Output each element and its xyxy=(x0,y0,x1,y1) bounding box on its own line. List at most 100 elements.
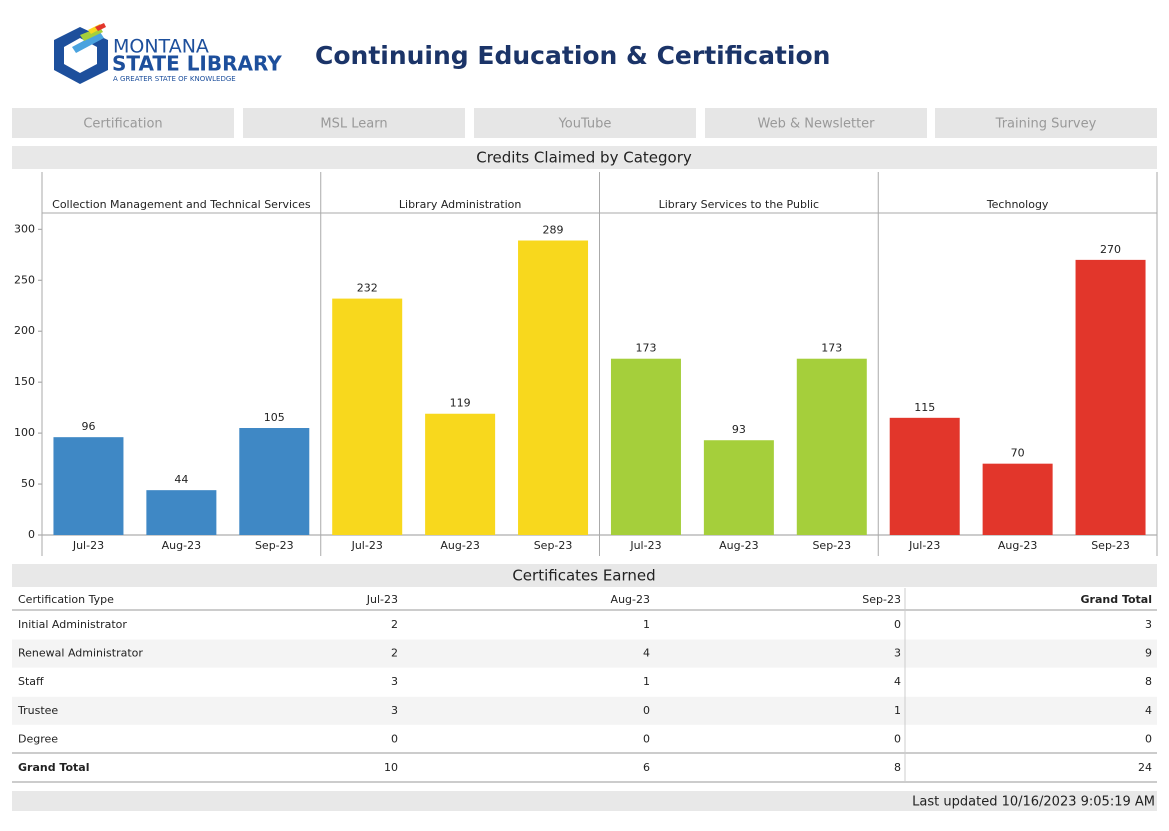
table-cell: 0 xyxy=(894,732,901,745)
bar xyxy=(332,298,403,535)
x-tick-label: Jul-23 xyxy=(908,539,940,552)
logo-line1: MONTANA xyxy=(113,36,209,58)
total-cell: 10 xyxy=(384,761,398,774)
x-tick-label: Sep-23 xyxy=(812,539,851,552)
logo-line2: STATE LIBRARY xyxy=(112,52,282,76)
page-title: Continuing Education & Certification xyxy=(315,41,830,70)
nav-button[interactable] xyxy=(705,108,927,138)
bar xyxy=(703,440,774,535)
chart-title: Credits Claimed by Category xyxy=(476,149,692,167)
table-cell: Staff xyxy=(18,675,44,688)
bar xyxy=(239,428,310,535)
logo-tagline: A GREATER STATE OF KNOWLEDGE xyxy=(113,75,236,83)
value-label: 173 xyxy=(821,342,842,355)
panel-title: Technology xyxy=(986,198,1049,211)
table-cell: 1 xyxy=(643,675,650,688)
column-header: Aug-23 xyxy=(611,593,650,606)
table-cell: Degree xyxy=(18,732,58,745)
table-cell: Initial Administrator xyxy=(18,618,127,631)
table-cell: 3 xyxy=(894,647,901,660)
table-cell: 3 xyxy=(391,704,398,717)
bar xyxy=(1075,259,1146,535)
total-cell: 6 xyxy=(643,761,650,774)
value-label: 93 xyxy=(732,423,746,436)
table-cell: 3 xyxy=(1145,618,1152,631)
x-tick-label: Aug-23 xyxy=(998,539,1037,552)
table-cell: 1 xyxy=(894,704,901,717)
nav-label[interactable]: Training Survey xyxy=(995,117,1097,132)
nav-button[interactable] xyxy=(12,108,234,138)
nav-label[interactable]: Web & Newsletter xyxy=(757,117,875,132)
table-cell: 4 xyxy=(1145,704,1152,717)
total-cell: 8 xyxy=(894,761,901,774)
bar xyxy=(982,463,1053,535)
value-label: 173 xyxy=(635,342,656,355)
logo-mark xyxy=(54,23,108,84)
column-header: Grand Total xyxy=(1081,593,1152,606)
value-label: 232 xyxy=(357,282,378,295)
x-tick-label: Jul-23 xyxy=(351,539,383,552)
value-label: 289 xyxy=(543,224,564,237)
bar xyxy=(889,417,960,535)
y-tick-label: 200 xyxy=(14,324,35,337)
value-label: 70 xyxy=(1011,447,1025,460)
bar xyxy=(518,240,589,535)
chart-title-bar xyxy=(12,146,1157,169)
panel-title: Library Services to the Public xyxy=(659,198,819,211)
y-tick-label: 150 xyxy=(14,375,35,388)
nav-button[interactable] xyxy=(935,108,1157,138)
value-label: 96 xyxy=(81,420,95,433)
y-tick-label: 300 xyxy=(14,222,35,235)
panel-title: Collection Management and Technical Serv… xyxy=(52,198,311,211)
nav-label[interactable]: YouTube xyxy=(558,117,612,132)
value-label: 115 xyxy=(914,401,935,414)
nav-label[interactable]: Certification xyxy=(83,117,162,132)
table-cell: Trustee xyxy=(17,704,58,717)
table-cell: 1 xyxy=(643,618,650,631)
row-band xyxy=(12,696,1157,725)
x-tick-label: Aug-23 xyxy=(440,539,479,552)
value-label: 105 xyxy=(264,411,285,424)
column-header: Certification Type xyxy=(18,593,114,606)
x-tick-label: Aug-23 xyxy=(719,539,758,552)
last-updated: Last updated 10/16/2023 9:05:19 AM xyxy=(912,795,1155,810)
table-cell: 8 xyxy=(1145,675,1152,688)
nav-button[interactable] xyxy=(243,108,465,138)
total-cell: 24 xyxy=(1138,761,1152,774)
table-cell: Renewal Administrator xyxy=(18,647,143,660)
table-cell: 4 xyxy=(643,647,650,660)
footer-bar xyxy=(12,791,1157,811)
column-header: Sep-23 xyxy=(862,593,901,606)
table-cell: 0 xyxy=(643,732,650,745)
nav-label[interactable]: MSL Learn xyxy=(320,117,387,132)
table-cell: 0 xyxy=(391,732,398,745)
value-label: 44 xyxy=(174,473,188,486)
table-cell: 2 xyxy=(391,647,398,660)
nav-button[interactable] xyxy=(474,108,696,138)
panel-title: Library Administration xyxy=(399,198,521,211)
y-tick-label: 50 xyxy=(21,477,35,490)
x-tick-label: Jul-23 xyxy=(629,539,661,552)
y-tick-label: 250 xyxy=(14,273,35,286)
bar xyxy=(796,358,867,535)
x-tick-label: Aug-23 xyxy=(162,539,201,552)
value-label: 119 xyxy=(450,397,471,410)
table-title: Certificates Earned xyxy=(512,567,655,585)
table-cell: 0 xyxy=(894,618,901,631)
x-tick-label: Sep-23 xyxy=(534,539,573,552)
table-cell: 0 xyxy=(643,704,650,717)
x-tick-label: Sep-23 xyxy=(1091,539,1130,552)
row-band xyxy=(12,639,1157,668)
x-tick-label: Sep-23 xyxy=(255,539,294,552)
bar xyxy=(146,490,217,535)
table-cell: 4 xyxy=(894,675,901,688)
bar xyxy=(53,437,124,535)
column-header: Jul-23 xyxy=(366,593,398,606)
table-cell: 0 xyxy=(1145,732,1152,745)
table-cell: 3 xyxy=(391,675,398,688)
x-tick-label: Jul-23 xyxy=(72,539,104,552)
bar xyxy=(425,413,496,535)
y-tick-label: 0 xyxy=(28,528,35,541)
